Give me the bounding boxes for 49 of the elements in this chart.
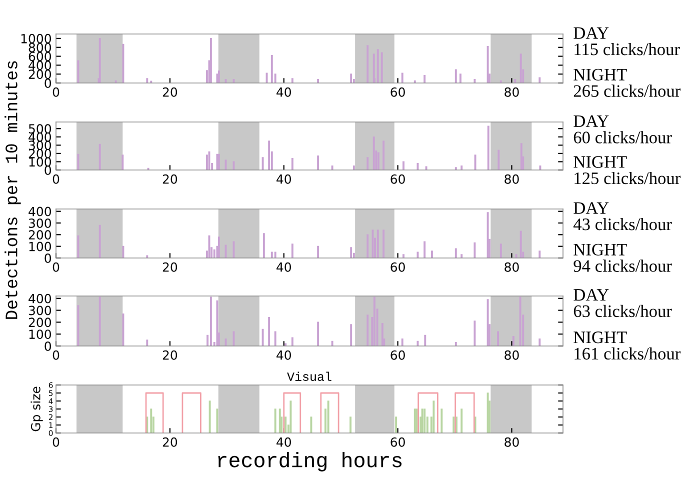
y-tick-label: 800 [28, 42, 52, 52]
y-tick-label: 200 [28, 318, 52, 328]
y-axis-title: Detections per 10 minutes [4, 61, 21, 319]
x-tick-label: 40 [276, 262, 291, 272]
x-tick-label: 20 [162, 262, 178, 272]
y-tick-label: 0 [44, 341, 52, 351]
text: DAY 63 clicks/hour [574, 289, 672, 318]
chart-title: Visual [287, 372, 332, 381]
y-axis-title: Gp size [30, 386, 43, 432]
text: NIGHT 161 clicks/hour [574, 332, 681, 360]
x-tick-label: 80 [504, 437, 519, 447]
x-tick-label: 40 [276, 350, 291, 360]
x-tick-label: 60 [390, 262, 405, 272]
text: DAY 60 clicks/hour [574, 115, 672, 144]
x-tick-label: 20 [162, 87, 178, 97]
y-tick-label: 300 [28, 306, 52, 316]
x-tick-label: 60 [390, 174, 405, 184]
text: NIGHT 265 clicks/hour [574, 68, 681, 97]
x-tick-label: 60 [390, 87, 405, 97]
x-tick-label: 40 [276, 174, 291, 184]
x-tick-label: 60 [390, 350, 405, 360]
x-tick-label: 40 [276, 87, 291, 97]
y-tick-label: 200 [28, 230, 52, 240]
y-tick-label: 200 [28, 70, 52, 80]
x-tick-label: 20 [162, 174, 178, 184]
y-tick-label: 1000 [21, 34, 52, 44]
y-tick-label: 0 [44, 78, 52, 88]
text: NIGHT 125 clicks/hour [574, 156, 681, 184]
x-tick-label: 20 [162, 350, 178, 360]
x-tick-label: 80 [504, 174, 519, 184]
y-tick-label: 100 [29, 242, 52, 252]
x-tick-label: 20 [162, 437, 178, 447]
x-axis-title: recording hours [218, 452, 402, 472]
y-tick-label: 300 [28, 218, 52, 228]
y-tick-label: 600 [28, 52, 52, 62]
y-tick-label: 400 [28, 60, 52, 70]
text: DAY 115 clicks/hour [574, 27, 680, 56]
text: DAY 43 clicks/hour [573, 202, 672, 230]
x-tick-label: 80 [504, 262, 519, 272]
x-tick-label: 40 [276, 437, 291, 447]
x-tick-label: 60 [390, 437, 405, 447]
x-tick-label: 80 [504, 87, 519, 97]
y-tick-label: 400 [28, 206, 52, 216]
x-tick-label: 80 [504, 350, 519, 360]
text: NIGHT 94 clicks/hour [574, 244, 672, 272]
y-tick-label: 400 [28, 294, 52, 304]
y-tick-label: 100 [29, 330, 52, 340]
y-tick-label: 0 [44, 253, 52, 263]
y-tick-label: 0 [44, 165, 52, 175]
